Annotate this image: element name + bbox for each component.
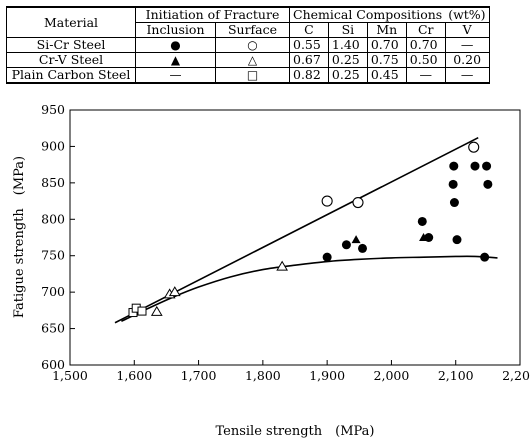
inclusion-mark: — — [135, 67, 216, 84]
point-filled-circle — [452, 235, 462, 245]
value-mn: 0.75 — [366, 52, 407, 68]
point-open-circle — [468, 141, 480, 153]
value-cr: 0.50 — [405, 52, 446, 68]
data-points — [128, 141, 493, 318]
point-open-triangle — [168, 286, 181, 297]
y-tick-label: 850 — [41, 175, 65, 190]
row-material: Cr-V Steel — [6, 52, 136, 68]
header-unit: (wt%) — [445, 6, 490, 23]
value-mn: 0.45 — [366, 67, 407, 84]
value-c: 0.82 — [289, 67, 329, 84]
x-tick-label: 1,800 — [245, 368, 281, 383]
y-tick-label: 700 — [41, 284, 65, 299]
point-filled-circle — [358, 243, 367, 253]
point-open-circle — [321, 195, 333, 207]
point-filled-circle — [480, 252, 490, 262]
inclusion-mark: ▲ — [135, 52, 216, 68]
x-tick-label: 1,900 — [309, 368, 345, 383]
value-c: 0.67 — [289, 52, 329, 68]
point-filled-circle — [322, 252, 332, 262]
x-axis: 1,500 1,600 1,700 1,800 1,900 2,000 2,100 2,200 — [52, 360, 530, 383]
value-v: 0.20 — [444, 52, 490, 68]
value-v: — — [444, 37, 490, 53]
point-open-triangle — [276, 260, 289, 271]
y-tick-label: 800 — [41, 211, 65, 226]
x-tick-label: 2,200 — [502, 368, 530, 383]
x-axis-label: Tensile strength (MPa) — [215, 424, 374, 439]
point-filled-circle — [482, 161, 492, 171]
x-tick-label: 1,700 — [181, 368, 217, 383]
point-filled-circle — [483, 179, 493, 189]
y-axis: 600 650 700 750 800 850 900 950 — [41, 102, 75, 372]
surface-mark: △ — [215, 52, 290, 68]
y-axis-label: Fatigue strength (MPa) — [12, 156, 27, 318]
header-material: Material — [6, 6, 136, 38]
point-open-square — [137, 306, 147, 316]
point-filled-triangle — [419, 233, 429, 241]
value-mn: 0.70 — [366, 37, 407, 53]
header-element-mn: Mn — [366, 22, 407, 38]
point-filled-circle — [341, 240, 351, 250]
value-si: 0.25 — [327, 67, 368, 84]
point-filled-circle — [449, 198, 459, 208]
point-filled-triangle — [351, 235, 361, 244]
point-filled-circle — [470, 161, 480, 171]
y-tick-label: 600 — [41, 357, 65, 372]
value-cr: — — [405, 67, 446, 84]
value-cr: 0.70 — [405, 37, 446, 53]
point-open-circle — [352, 196, 364, 209]
point-filled-circle — [417, 216, 427, 226]
y-tick-label: 750 — [41, 248, 65, 263]
y-tick-label: 650 — [41, 321, 65, 336]
point-open-triangle — [150, 305, 163, 316]
x-tick-label: 2,100 — [438, 368, 474, 383]
x-tick-label: 1,500 — [52, 368, 88, 383]
x-tick-label: 2,000 — [374, 368, 410, 383]
x-tick-label: 1,600 — [116, 368, 152, 383]
value-v: — — [444, 67, 490, 84]
point-filled-circle — [448, 179, 458, 189]
row-material: Si-Cr Steel — [6, 37, 136, 53]
point-filled-circle — [449, 161, 459, 171]
plot-frame — [69, 109, 521, 366]
materials-table: Material Initiation of Fracture Chemical… — [6, 6, 490, 84]
trend-curve — [121, 255, 498, 323]
y-tick-label: 950 — [41, 102, 65, 117]
y-tick-label: 900 — [41, 138, 65, 153]
surface-mark: □ — [215, 67, 290, 84]
header-initiation: Initiation of Fracture — [135, 6, 290, 23]
